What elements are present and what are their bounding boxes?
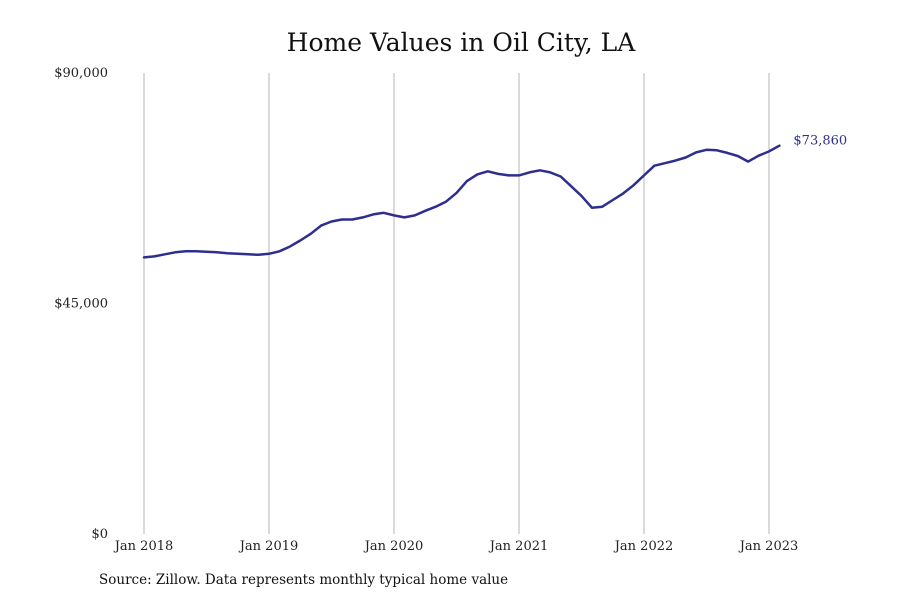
y-tick-label: $0 xyxy=(91,527,108,542)
source-note: Source: Zillow. Data represents monthly … xyxy=(99,572,509,588)
series-line xyxy=(142,144,781,259)
x-tick-label: Jan 2020 xyxy=(363,539,424,554)
y-tick-label: $45,000 xyxy=(54,297,108,312)
x-tick-label: Jan 2021 xyxy=(488,539,549,554)
x-tick-label: Jan 2023 xyxy=(738,539,799,554)
x-axis: Jan 2018 Jan 2019 Jan 2020 Jan 2021 Jan 2022… xyxy=(113,539,799,554)
x-tick-label: Jan 2019 xyxy=(238,539,299,554)
y-axis: $0 $45,000 $90,000 xyxy=(54,66,108,542)
y-tick-label: $90,000 xyxy=(54,66,108,81)
end-value-label: $73,860 xyxy=(793,134,847,149)
x-tick-label: Jan 2022 xyxy=(613,539,674,554)
x-tick-label: Jan 2018 xyxy=(113,539,174,554)
grid-lines xyxy=(143,73,770,534)
series-group: $73,860 xyxy=(142,134,847,259)
chart-title: Home Values in Oil City, LA xyxy=(287,28,637,57)
